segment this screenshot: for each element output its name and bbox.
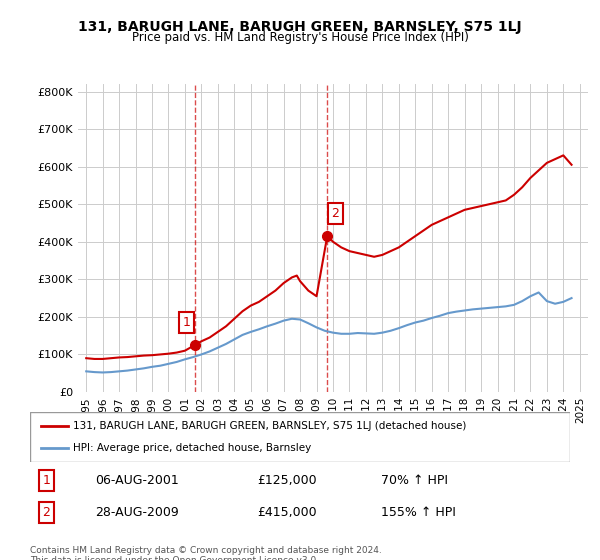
Text: £415,000: £415,000	[257, 506, 316, 519]
Text: Price paid vs. HM Land Registry's House Price Index (HPI): Price paid vs. HM Land Registry's House …	[131, 31, 469, 44]
FancyBboxPatch shape	[30, 412, 570, 462]
Text: 131, BARUGH LANE, BARUGH GREEN, BARNSLEY, S75 1LJ (detached house): 131, BARUGH LANE, BARUGH GREEN, BARNSLEY…	[73, 421, 467, 431]
Text: 2: 2	[42, 506, 50, 519]
Text: 70% ↑ HPI: 70% ↑ HPI	[381, 474, 448, 487]
Text: 06-AUG-2001: 06-AUG-2001	[95, 474, 179, 487]
Text: 28-AUG-2009: 28-AUG-2009	[95, 506, 179, 519]
Text: 155% ↑ HPI: 155% ↑ HPI	[381, 506, 456, 519]
Text: 2: 2	[332, 207, 340, 220]
Text: 131, BARUGH LANE, BARUGH GREEN, BARNSLEY, S75 1LJ: 131, BARUGH LANE, BARUGH GREEN, BARNSLEY…	[78, 20, 522, 34]
Text: £125,000: £125,000	[257, 474, 316, 487]
Text: HPI: Average price, detached house, Barnsley: HPI: Average price, detached house, Barn…	[73, 443, 311, 453]
Text: Contains HM Land Registry data © Crown copyright and database right 2024.
This d: Contains HM Land Registry data © Crown c…	[30, 546, 382, 560]
Text: 1: 1	[42, 474, 50, 487]
Text: 1: 1	[182, 316, 191, 329]
